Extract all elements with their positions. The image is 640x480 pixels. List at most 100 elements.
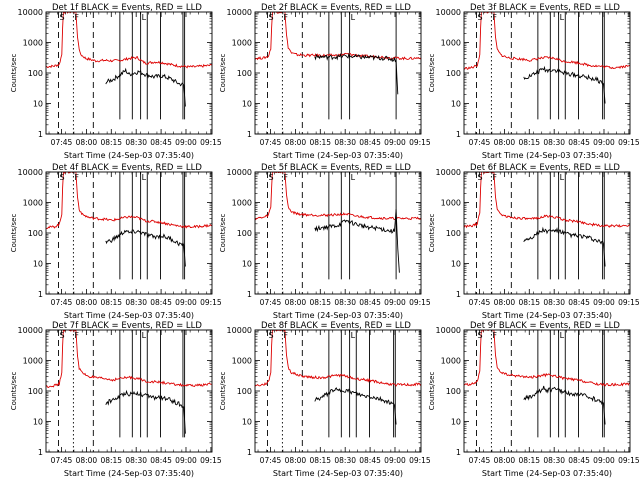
marker-label-l: L (560, 13, 565, 22)
x-tick-label: 09:00 (593, 138, 615, 147)
x-tick-label: 08:00 (494, 298, 516, 307)
x-tick-label: 08:45 (359, 298, 381, 307)
x-axis-label: Start Time (24-Sep-03 07:35:40) (482, 151, 612, 160)
detector-panel-5: Det 5f BLACK = Events, RED = LLD Start Ti… (219, 163, 431, 320)
marker-label-s: S (59, 331, 64, 340)
x-tick-label: 09:00 (384, 138, 406, 147)
x-tick-label: 08:15 (100, 456, 122, 465)
x-tick-label: 08:00 (285, 138, 307, 147)
lld-series-line (46, 172, 212, 230)
x-tick-label: 08:15 (100, 138, 122, 147)
y-tick-label: 10 (242, 418, 252, 427)
y-tick-label: 10000 (227, 168, 252, 177)
y-tick-label: 1000 (23, 199, 43, 208)
y-tick-label: 10 (242, 100, 252, 109)
events-series-line (105, 389, 186, 434)
x-tick-label: 08:45 (568, 298, 590, 307)
x-tick-label: 07:45 (51, 456, 73, 465)
marker-label-l: L (560, 331, 565, 340)
x-tick-label: 08:00 (76, 298, 98, 307)
marker-label-f: F (283, 331, 288, 340)
lld-series-line (46, 330, 212, 389)
x-tick-label: 07:45 (260, 298, 282, 307)
y-tick-label: 1000 (441, 357, 461, 366)
plot-frame (45, 171, 213, 295)
marker-label-f: F (492, 173, 497, 182)
x-tick-label: 08:30 (125, 298, 147, 307)
marker-label-l: L (351, 173, 356, 182)
x-tick-label: 08:45 (150, 298, 172, 307)
x-tick-label: 07:45 (469, 456, 491, 465)
x-tick-label: 09:00 (593, 298, 615, 307)
plot-frame (45, 11, 213, 135)
events-series-line (314, 387, 397, 425)
marker-label-l: L (142, 13, 147, 22)
y-tick-label: 1000 (441, 199, 461, 208)
y-tick-label: 100 (237, 229, 252, 238)
x-axis-label: Start Time (24-Sep-03 07:35:40) (482, 469, 612, 478)
x-axis-label: Start Time (24-Sep-03 07:35:40) (273, 469, 403, 478)
y-axis-label: Counts/sec (428, 214, 436, 253)
y-tick-label: 1 (247, 290, 252, 299)
y-tick-label: 10000 (227, 8, 252, 17)
x-tick-label: 08:30 (543, 298, 565, 307)
x-tick-label: 08:15 (309, 138, 331, 147)
marker-label-f: F (283, 173, 288, 182)
y-tick-label: 1 (38, 290, 43, 299)
y-tick-label: 1000 (232, 357, 252, 366)
x-tick-label: 08:15 (518, 138, 540, 147)
x-axis-label: Start Time (24-Sep-03 07:35:40) (64, 469, 194, 478)
y-tick-label: 100 (28, 387, 43, 396)
y-tick-label: 1000 (23, 39, 43, 48)
detector-panel-2: Det 2f BLACK = Events, RED = LLD Start Ti… (219, 3, 431, 160)
events-series-line (105, 67, 186, 107)
x-tick-label: 08:15 (100, 298, 122, 307)
plot-frame (45, 329, 213, 453)
x-tick-label: 08:30 (125, 138, 147, 147)
y-tick-label: 1 (456, 130, 461, 139)
y-axis-label: Counts/sec (219, 54, 227, 93)
x-axis-label: Start Time (24-Sep-03 07:35:40) (64, 151, 194, 160)
x-tick-label: 08:00 (494, 138, 516, 147)
marker-label-f: F (492, 331, 497, 340)
x-tick-label: 09:15 (409, 456, 431, 465)
y-axis-label: Counts/sec (219, 214, 227, 253)
plot-frame (463, 11, 631, 135)
y-tick-label: 100 (237, 69, 252, 78)
x-tick-label: 09:15 (618, 298, 640, 307)
y-tick-label: 10000 (436, 168, 461, 177)
events-series-line (523, 65, 606, 104)
y-tick-label: 100 (237, 387, 252, 396)
plot-frame (463, 171, 631, 295)
y-tick-label: 100 (28, 229, 43, 238)
x-tick-label: 08:15 (309, 456, 331, 465)
detector-panel-9: Det 9f BLACK = Events, RED = LLD Start Ti… (428, 321, 640, 478)
x-tick-label: 07:45 (469, 298, 491, 307)
y-tick-label: 1 (38, 130, 43, 139)
y-tick-label: 100 (446, 69, 461, 78)
marker-label-f: F (74, 13, 79, 22)
y-tick-label: 1000 (23, 357, 43, 366)
detector-panel-7: Det 7f BLACK = Events, RED = LLD Start Ti… (10, 321, 222, 478)
lld-series-line (255, 330, 421, 387)
plot-frame (463, 329, 631, 453)
x-tick-label: 08:00 (494, 456, 516, 465)
x-tick-label: 09:00 (593, 456, 615, 465)
marker-label-s: S (477, 173, 482, 182)
y-tick-label: 1 (456, 448, 461, 457)
x-tick-label: 07:45 (469, 138, 491, 147)
y-tick-label: 1000 (232, 199, 252, 208)
y-tick-label: 1000 (232, 39, 252, 48)
y-tick-label: 1 (38, 448, 43, 457)
panel-title: Det 1f BLACK = Events, RED = LLD (52, 3, 202, 13)
x-axis-label: Start Time (24-Sep-03 07:35:40) (64, 311, 194, 320)
x-tick-label: 07:45 (51, 138, 73, 147)
plot-frame (254, 171, 422, 295)
y-tick-label: 10 (451, 100, 461, 109)
x-tick-label: 09:15 (618, 456, 640, 465)
panel-title: Det 6f BLACK = Events, RED = LLD (470, 163, 620, 173)
detector-panel-3: Det 3f BLACK = Events, RED = LLD Start Ti… (428, 3, 640, 160)
x-axis-label: Start Time (24-Sep-03 07:35:40) (273, 151, 403, 160)
y-tick-label: 1 (247, 448, 252, 457)
events-series-line (314, 52, 399, 95)
